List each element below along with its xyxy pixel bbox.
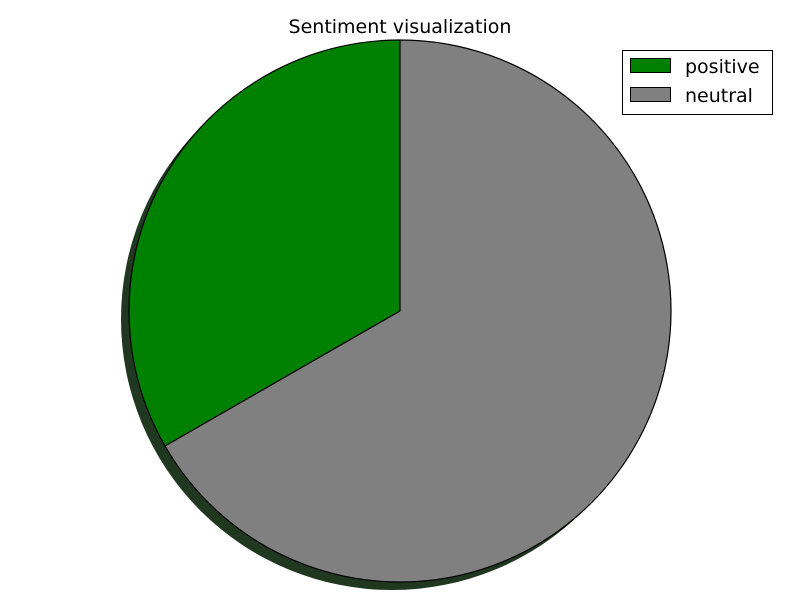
legend: positive neutral xyxy=(622,50,773,115)
pie-slices xyxy=(128,39,672,583)
legend-swatch-neutral xyxy=(630,87,671,102)
legend-label-neutral: neutral xyxy=(685,85,753,107)
pie-slice-neutral xyxy=(164,39,672,583)
legend-swatch-positive xyxy=(630,58,671,73)
legend-label-positive: positive xyxy=(685,56,760,78)
chart-title: Sentiment visualization xyxy=(289,16,512,38)
pie-slice-positive xyxy=(128,39,401,447)
